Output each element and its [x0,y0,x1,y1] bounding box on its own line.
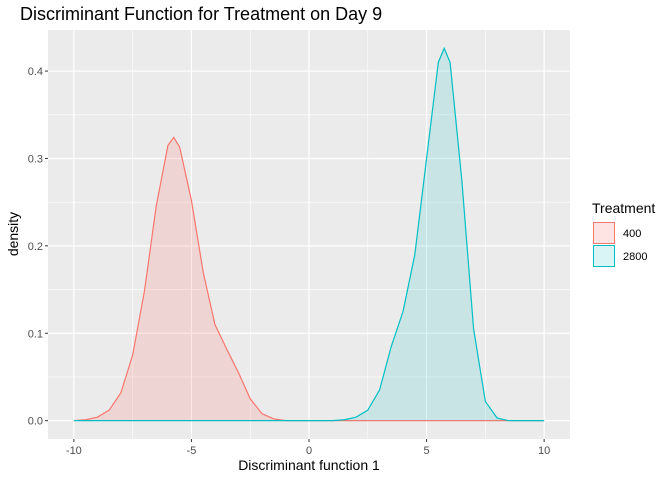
legend-label-400: 400 [623,228,641,240]
y-axis-title: density [5,212,21,256]
legend-label-2800: 2800 [623,251,647,263]
x-tick-label: 5 [424,445,430,457]
legend-key-background [593,222,615,244]
density-series [73,46,545,422]
y-tick-label: 0.2 [28,241,43,253]
legend-key-2800 [593,245,615,267]
y-tick-label: 0.0 [28,416,43,428]
chart-title: Discriminant Function for Treatment on D… [20,4,382,24]
y-tick-label: 0.4 [28,66,43,78]
legend-title: Treatment [592,200,655,216]
x-tick-label: -10 [66,445,82,457]
x-axis-title: Discriminant function 1 [238,457,380,473]
y-axis: 0.0 0.1 0.2 0.3 0.4 [28,66,48,428]
density-line-400 [73,136,545,422]
y-tick-label: 0.1 [28,328,43,340]
density-area-400 [73,137,545,421]
x-tick-label: 0 [306,445,312,457]
density-area-2800 [73,48,545,421]
legend-key-background [593,245,615,267]
legend-key-400 [593,222,615,244]
density-line-2800 [73,46,545,422]
legend: Treatment 400 2800 [592,200,655,267]
x-tick-label: -5 [187,445,197,457]
y-tick-label: 0.3 [28,153,43,165]
x-tick-label: 10 [538,445,550,457]
x-axis: -10 -5 0 5 10 [66,439,550,457]
